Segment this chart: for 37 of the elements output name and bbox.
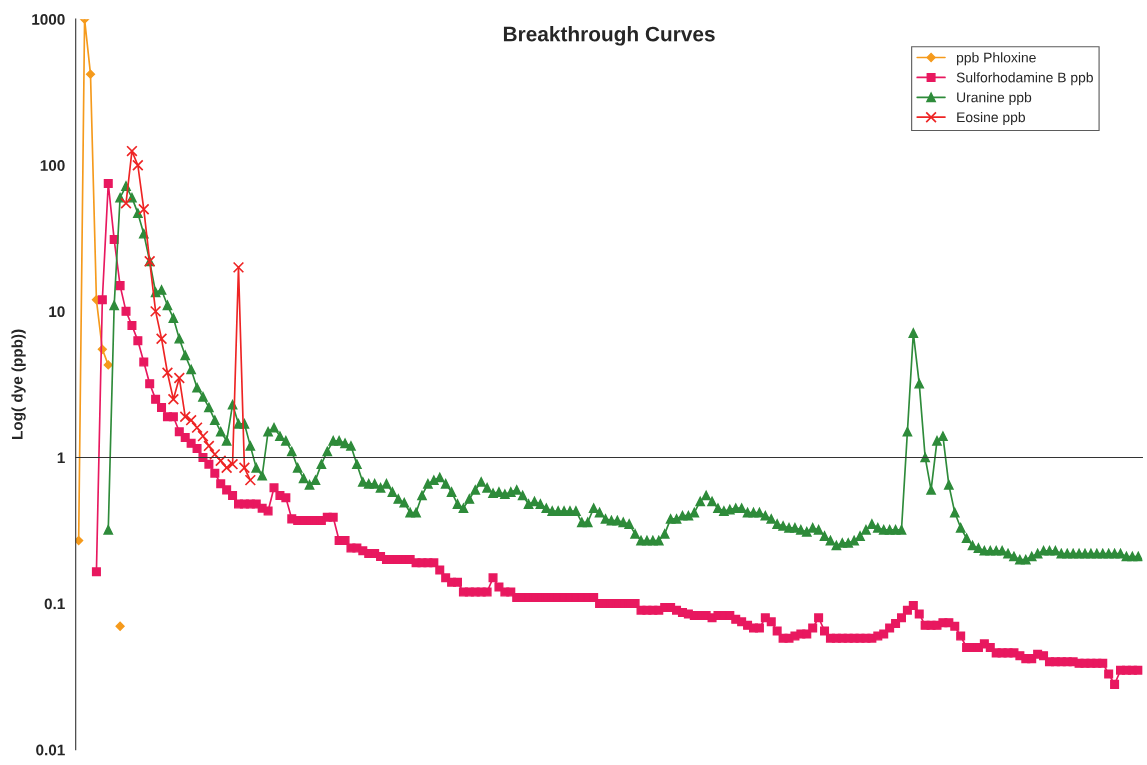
point xyxy=(203,440,215,452)
chart-title: Breakthrough Curves xyxy=(503,26,715,46)
point xyxy=(173,372,185,384)
point xyxy=(103,360,113,370)
point xyxy=(161,367,174,379)
point xyxy=(185,414,197,426)
legend-label: Uranine ppb xyxy=(957,92,1032,106)
point xyxy=(191,421,203,434)
legend-label: Eosine ppb xyxy=(957,111,1026,125)
point xyxy=(132,159,144,171)
legend-label: Sulforhodamine B ppb xyxy=(956,72,1093,86)
point xyxy=(75,535,84,546)
point xyxy=(220,462,233,474)
legend-label: ppb Phloxine xyxy=(956,52,1036,66)
point xyxy=(179,411,191,423)
point xyxy=(155,332,168,345)
point xyxy=(126,145,138,157)
point xyxy=(85,69,96,79)
y-tick-label: 0.01 xyxy=(36,744,65,756)
y-tick-label: 1000 xyxy=(32,13,65,25)
point xyxy=(215,455,227,467)
point xyxy=(138,203,150,215)
point xyxy=(209,448,221,461)
point xyxy=(238,462,251,474)
y-tick-label: 100 xyxy=(40,160,65,171)
point xyxy=(115,621,125,631)
point xyxy=(149,305,162,318)
point xyxy=(167,393,180,406)
y-axis-title: Log( dye (ppb)) xyxy=(11,329,26,439)
y-tick-label: 1 xyxy=(57,452,65,464)
y-tick-label: 0.1 xyxy=(44,598,65,610)
point xyxy=(226,458,239,470)
y-tick-label: 10 xyxy=(49,306,65,318)
point xyxy=(120,197,132,209)
point xyxy=(232,261,245,274)
point xyxy=(244,474,257,486)
point xyxy=(197,430,209,442)
